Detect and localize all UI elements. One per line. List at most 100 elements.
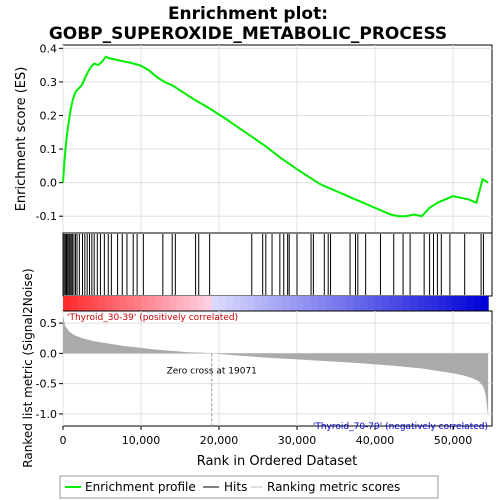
metric-y-tick-label: -1.0 [36, 408, 57, 421]
color-bar-segment [240, 296, 248, 311]
color-bar-segment [466, 296, 475, 311]
color-bar-segment [289, 296, 298, 311]
metric-grid [62, 311, 492, 426]
hit-marks [63, 234, 484, 295]
color-bar-segment [268, 296, 277, 311]
color-bar-segment [105, 296, 114, 311]
color-bar-segment [91, 296, 100, 311]
metric-panel: -1.0 -0.5 0.0 0.5 Zero cross at 19071 'Thyr… [36, 310, 493, 432]
color-bar-segment [162, 296, 170, 311]
color-bar-segment [183, 296, 192, 311]
legend-box [59, 475, 439, 499]
zero-cross-label: Zero cross at 19071 [167, 366, 257, 376]
color-bar-segment [190, 296, 199, 311]
color-bar-segment [211, 296, 220, 311]
color-bar-segment [339, 296, 347, 311]
legend: Enrichment profile Hits Ranking metric s… [59, 475, 439, 499]
color-bar-segment [254, 296, 262, 311]
color-bar-segment [374, 296, 383, 311]
color-bar-segment [303, 296, 312, 311]
color-bar-segment [438, 296, 447, 311]
color-bar-segment [445, 296, 454, 311]
color-bar-segment [417, 296, 425, 311]
es-y-tick-label: 0.3 [40, 76, 58, 89]
color-bar-segment [473, 296, 482, 311]
x-tick-label: 50,000 [434, 434, 473, 447]
color-bar-segment [140, 296, 149, 311]
x-tick-label: 20,000 [200, 434, 239, 447]
es-y-tick-label: 0.1 [40, 143, 58, 156]
metric-y-tick-label: 0.0 [40, 347, 58, 360]
legend-label-ranking: Ranking metric scores [267, 480, 400, 494]
color-bar-segment [70, 296, 78, 311]
es-y-axis-title: Enrichment score (ES) [14, 67, 29, 212]
color-bar-segment [296, 296, 305, 311]
color-bar-segment [318, 296, 326, 311]
es-plot-area [62, 44, 493, 234]
metric-plot-area [62, 310, 493, 427]
es-y-ticks: -0.1 0.0 0.1 0.2 0.3 0.4 [36, 42, 63, 223]
color-bar-segment [261, 296, 270, 311]
color-bar-segment [388, 296, 397, 311]
color-bar-segment [459, 296, 468, 311]
metric-area [63, 315, 489, 417]
color-bar-segment [126, 296, 135, 311]
x-tick-label: 40,000 [356, 434, 395, 447]
hits-panel [62, 232, 493, 297]
negative-label: 'Thyroid_70-79' (negatively correlated) [313, 422, 488, 432]
color-bar-segment [410, 296, 418, 311]
es-grid [62, 45, 492, 233]
color-bar-segment [112, 296, 121, 311]
color-bar-segment [481, 296, 489, 311]
color-bar-segment [169, 296, 177, 311]
color-bar-segment [381, 296, 390, 311]
es-curve [62, 55, 489, 218]
color-bar-segment [133, 296, 142, 311]
x-ticks: 0 10,000 20,000 30,000 40,000 50,000 [60, 426, 473, 447]
es-y-tick-label: 0.2 [40, 110, 58, 123]
rank-color-bar [63, 296, 489, 311]
color-bar-segment [247, 296, 255, 311]
legend-label-enrichment: Enrichment profile [85, 480, 196, 494]
legend-label-hits: Hits [224, 480, 247, 494]
color-bar-segment [431, 296, 440, 311]
metric-y-axis-title: Ranked list metric (Signal2Noise) [21, 268, 35, 467]
x-tick-label: 0 [60, 434, 67, 447]
hits-plot-area [62, 232, 493, 297]
color-bar-segment [155, 296, 163, 311]
color-bar-segment [98, 296, 107, 311]
color-bar-segment [225, 296, 234, 311]
x-tick-label: 30,000 [278, 434, 317, 447]
color-bar-segment [176, 296, 185, 311]
color-bar-segment [353, 296, 362, 311]
color-bar-segment [148, 296, 156, 311]
x-tick-label: 10,000 [122, 434, 161, 447]
color-bar-segment [332, 296, 340, 311]
es-y-tick-label: 0.0 [40, 177, 58, 190]
color-bar-segment [282, 296, 291, 311]
metric-y-tick-label: 0.5 [40, 317, 58, 330]
color-bar-segment [325, 296, 333, 311]
color-bar-segment [360, 296, 369, 311]
color-bar-segment [204, 296, 213, 311]
chart-title-line1: Enrichment plot: [168, 4, 328, 24]
color-bar-segment [310, 296, 319, 311]
es-y-tick-label: 0.4 [40, 42, 58, 55]
color-bar-segment [119, 296, 128, 311]
color-bar-segment [424, 296, 433, 311]
color-bar-segment [452, 296, 461, 311]
color-bar-segment [346, 296, 355, 311]
color-bar-segment [77, 296, 85, 311]
color-bar-segment [233, 296, 241, 311]
chart-title-line2: GOBP_SUPEROXIDE_METABOLIC_PROCESS [49, 24, 447, 44]
metric-y-tick-label: -0.5 [36, 378, 57, 391]
color-bar-segment [403, 296, 411, 311]
es-y-tick-label: -0.1 [36, 210, 57, 223]
color-bar-segment [63, 296, 71, 311]
color-bar-segment [395, 296, 404, 311]
es-panel: -0.1 0.0 0.1 0.2 0.3 0.4 [36, 42, 493, 234]
color-bar-segment [197, 296, 206, 311]
x-axis-title: Rank in Ordered Dataset [197, 454, 358, 469]
color-bar-segment [367, 296, 376, 311]
